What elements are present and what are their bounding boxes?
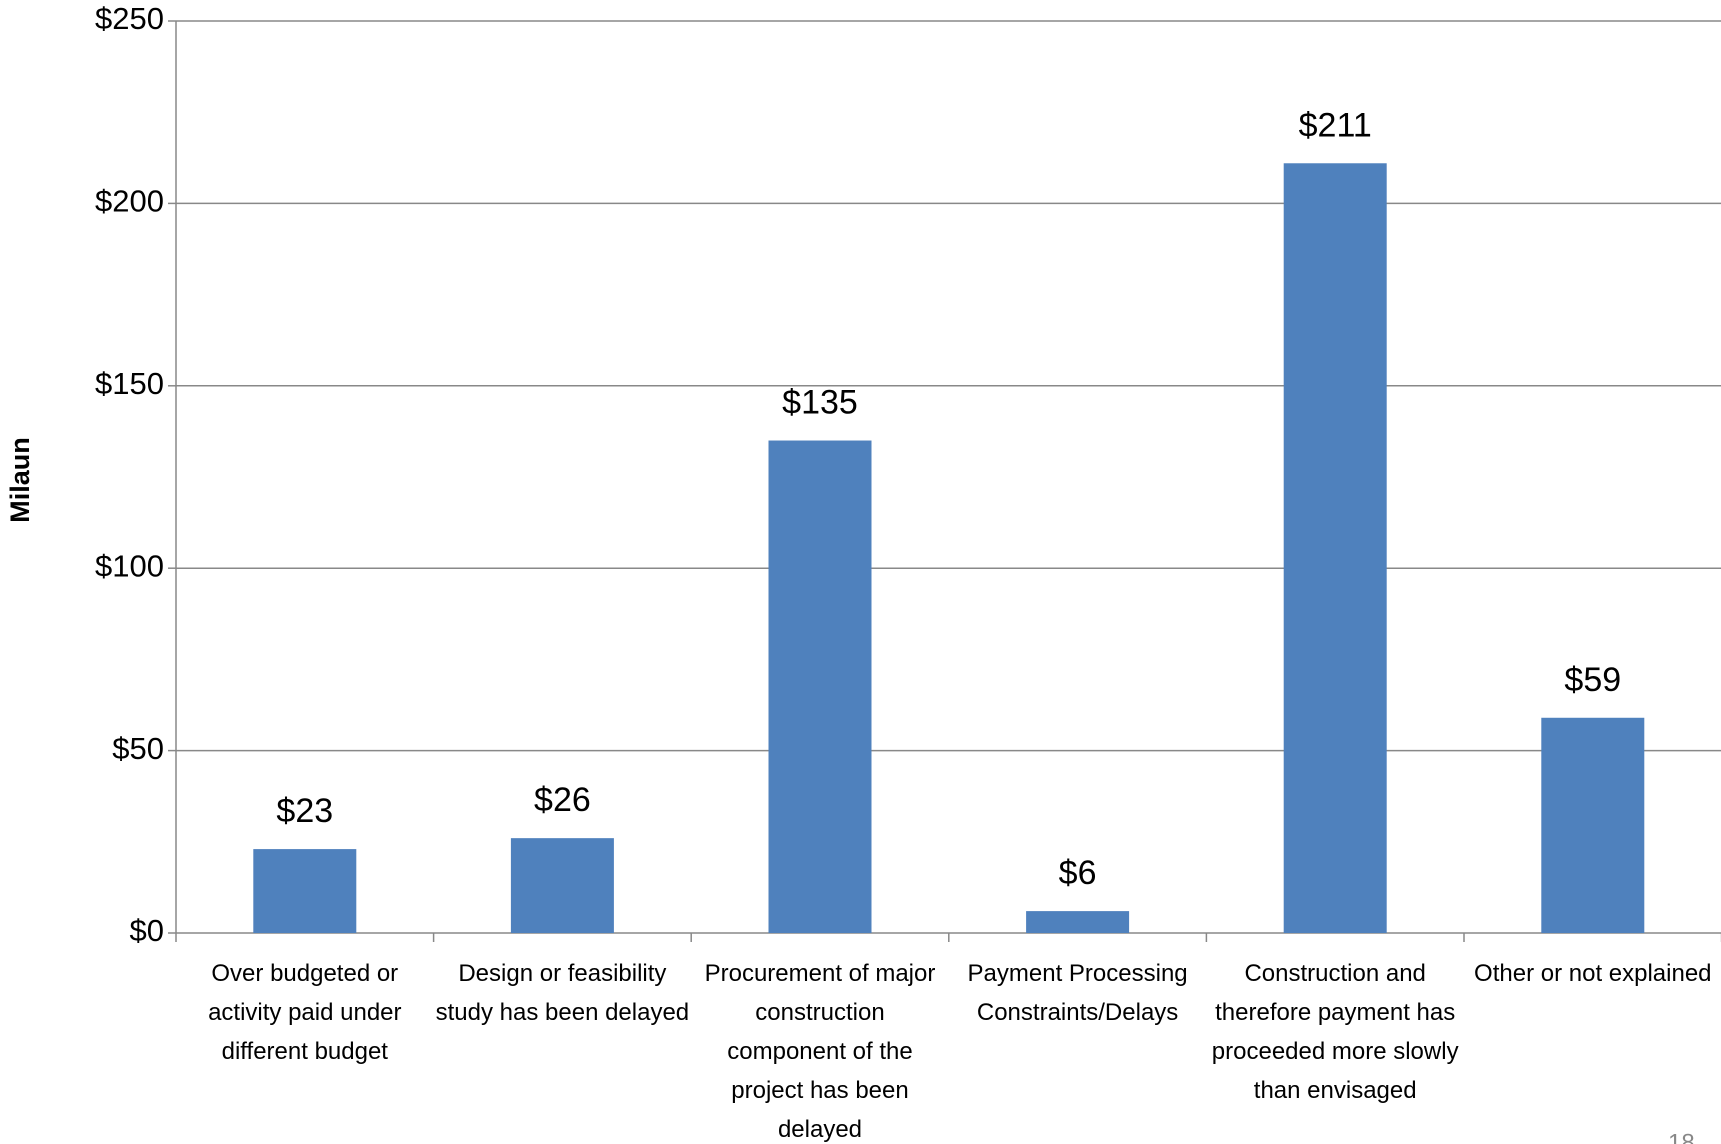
- y-tick-label: $0: [130, 913, 164, 948]
- x-tick-label: Other or not explained: [1474, 960, 1712, 987]
- value-label: $23: [276, 792, 333, 830]
- y-tick-label: $50: [112, 731, 164, 766]
- value-label: $135: [782, 384, 858, 422]
- y-axis-label: Milaun: [5, 437, 35, 523]
- bar: [1541, 717, 1645, 933]
- y-tick-label: $100: [95, 548, 164, 583]
- bar: [1283, 163, 1387, 934]
- x-tick-label: Over budgeted or activity paid under dif…: [208, 960, 402, 1065]
- value-label: $59: [1564, 661, 1621, 699]
- x-tick-label: Procurement of major construction compon…: [704, 960, 936, 1143]
- bar: [253, 849, 357, 933]
- y-tick-label: $150: [95, 366, 164, 401]
- value-label: $211: [1299, 106, 1372, 144]
- y-tick-label: $250: [95, 1, 164, 36]
- x-tick-label: Design or feasibility study has been del…: [435, 960, 690, 1026]
- y-tick-label: $200: [95, 184, 164, 219]
- bar: [768, 440, 872, 933]
- value-label: $6: [1059, 854, 1097, 892]
- bar: [510, 838, 614, 933]
- value-label: $26: [534, 781, 591, 819]
- bar: [1026, 911, 1130, 933]
- x-tick-label: Construction and therefore payment has p…: [1211, 960, 1459, 1104]
- page-number: 18: [1668, 1129, 1695, 1144]
- x-tick-label: Payment Processing Constraints/Delays: [967, 960, 1188, 1026]
